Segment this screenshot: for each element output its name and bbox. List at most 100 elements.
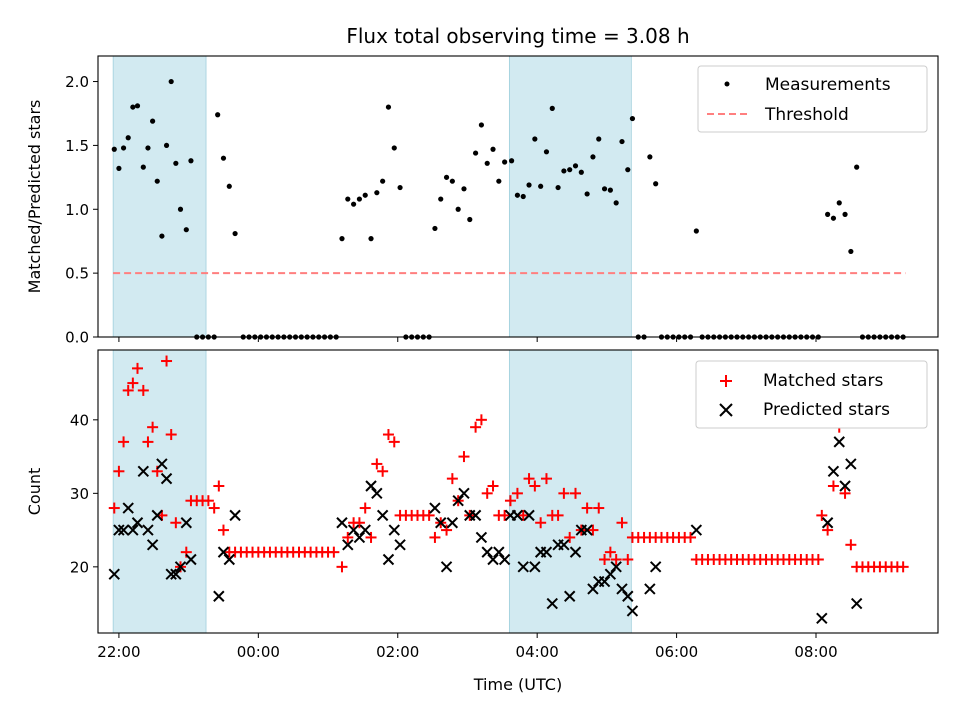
measurement-point xyxy=(177,206,184,212)
predicted-point xyxy=(452,494,464,507)
x-tick-label: 06:00 xyxy=(655,643,698,661)
predicted-point xyxy=(435,517,447,529)
predicted-point xyxy=(493,546,505,558)
predicted-point xyxy=(165,568,177,580)
predicted-point xyxy=(587,583,599,595)
measurement-point xyxy=(116,165,122,171)
predicted-point xyxy=(146,539,159,551)
predicted-point xyxy=(816,612,828,625)
matched-point xyxy=(423,509,435,521)
y-tick-label: 1.0 xyxy=(65,201,89,219)
x-tick-label: 22:00 xyxy=(97,643,140,661)
matched-point xyxy=(839,487,851,499)
matched-point xyxy=(517,509,529,521)
measurement-point xyxy=(502,159,508,165)
measurement-point xyxy=(226,183,232,189)
measurement-point xyxy=(520,193,526,200)
matched-point xyxy=(213,480,225,492)
predicted-point xyxy=(213,590,225,602)
predicted-point xyxy=(156,458,168,470)
ratio-panel: 0.00.51.01.52.0 Matched/Predicted stars … xyxy=(25,55,939,347)
legend-measurements-marker xyxy=(724,81,730,87)
predicted-point xyxy=(498,553,511,566)
chart-title: Flux total observing time = 3.08 h xyxy=(346,24,689,48)
predicted-point xyxy=(827,465,840,477)
y-axis-label-ratio: Matched/Predicted stars xyxy=(25,100,44,294)
ratio-panel-frame xyxy=(97,55,939,338)
predicted-point xyxy=(376,509,389,522)
matched-point xyxy=(581,502,593,514)
predicted-point xyxy=(850,597,863,610)
matched-point xyxy=(132,362,144,374)
predicted-point xyxy=(622,590,634,602)
measurement-point xyxy=(526,182,532,188)
predicted-point xyxy=(347,524,360,536)
measurement-point xyxy=(356,196,363,202)
measurement-point xyxy=(478,122,485,128)
y-tick-label: 40 xyxy=(70,411,89,429)
matched-point xyxy=(342,531,354,543)
measurement-point xyxy=(134,103,141,109)
measurement-point xyxy=(120,145,127,151)
predicted-point xyxy=(469,509,482,522)
predicted-point xyxy=(117,524,130,536)
matched-point xyxy=(558,487,570,499)
predicted-point xyxy=(342,539,354,551)
legend-count-box xyxy=(695,360,928,429)
predicted-point xyxy=(563,590,576,602)
predicted-point xyxy=(446,517,459,529)
predicted-point xyxy=(151,509,163,522)
measurement-point xyxy=(163,142,170,149)
measurement-point xyxy=(601,186,608,192)
legend-predicted-marker xyxy=(719,403,733,417)
predicted-point xyxy=(122,502,134,514)
matched-point xyxy=(359,502,371,514)
predicted-point xyxy=(170,568,182,580)
matched-point xyxy=(812,553,824,565)
predicted-point xyxy=(388,524,400,536)
y-tick-label: 2.0 xyxy=(65,73,89,91)
measurement-point xyxy=(590,154,596,160)
measurement-point xyxy=(567,167,573,173)
predicted-point xyxy=(229,509,241,522)
matched-point xyxy=(827,480,839,492)
matched-point xyxy=(108,502,120,514)
predicted-point xyxy=(540,546,553,558)
measurement-point xyxy=(830,215,837,221)
matched-point xyxy=(371,458,383,470)
matched-point xyxy=(587,524,599,536)
measurement-point xyxy=(215,112,221,118)
matched-point xyxy=(529,480,541,492)
matched-point xyxy=(475,414,487,426)
predicted-point xyxy=(365,480,377,492)
shaded-interval xyxy=(112,349,207,634)
measurement-point xyxy=(140,164,146,170)
predicted-point xyxy=(487,553,499,566)
legend-ratio: Measurements Threshold xyxy=(697,65,928,133)
predicted-point xyxy=(517,561,529,573)
predicted-point xyxy=(180,517,193,529)
predicted-point xyxy=(610,561,622,573)
measurement-point xyxy=(514,192,521,198)
matched-point xyxy=(142,436,154,448)
measurement-point xyxy=(145,145,151,151)
matched-point xyxy=(470,421,482,433)
matched-point xyxy=(208,502,220,514)
predicted-point xyxy=(131,517,144,529)
matched-point xyxy=(616,517,628,529)
measurement-point xyxy=(391,145,397,151)
measurement-point xyxy=(220,155,227,161)
matched-point xyxy=(487,480,499,492)
predicted-point xyxy=(833,436,845,448)
matched-point xyxy=(441,524,453,536)
measurement-point xyxy=(509,158,515,164)
measurement-point xyxy=(380,178,386,184)
measurement-point xyxy=(455,206,461,212)
predicted-point xyxy=(529,561,541,573)
matched-point xyxy=(446,473,458,485)
matched-point xyxy=(202,495,214,507)
measurement-point xyxy=(607,187,613,193)
shaded-interval xyxy=(508,55,632,338)
measurement-point xyxy=(561,168,567,174)
measurement-point xyxy=(596,136,602,142)
